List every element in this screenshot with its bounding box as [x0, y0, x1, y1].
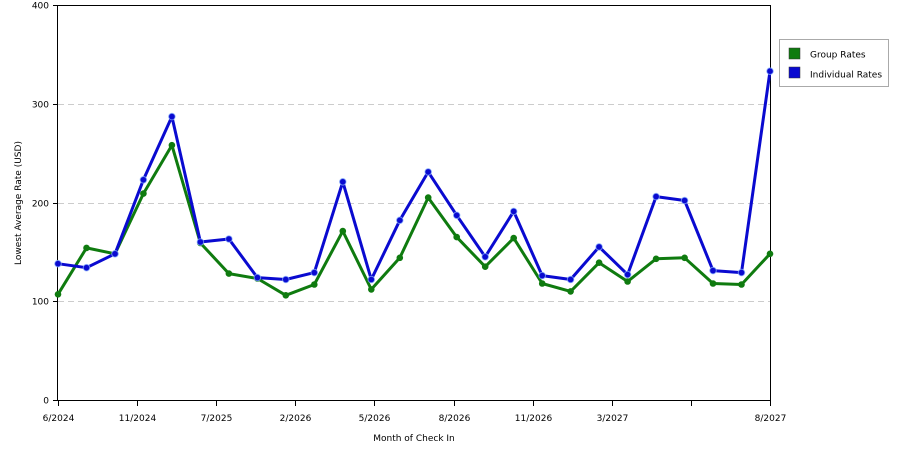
- data-point-individual-rates: [680, 196, 689, 205]
- data-point-group-rates: [424, 194, 432, 201]
- y-tick-label: 300: [32, 101, 49, 111]
- legend: Group Rates Individual Rates: [779, 39, 889, 87]
- y-tick-label: 200: [32, 200, 49, 210]
- data-point-individual-rates: [509, 207, 518, 216]
- legend-label-individual-rates: Individual Rates: [810, 71, 882, 81]
- data-point-group-rates: [453, 233, 461, 241]
- data-point-group-rates: [225, 270, 233, 277]
- data-point-group-rates: [538, 280, 546, 287]
- data-point-group-rates: [681, 254, 688, 262]
- x-tick-label: 3/2027: [597, 414, 629, 424]
- data-point-group-rates: [83, 244, 90, 252]
- data-point-individual-rates: [282, 275, 290, 284]
- data-point-individual-rates: [538, 271, 547, 280]
- y-tick-label: 0: [43, 397, 49, 407]
- series-lines: [56, 70, 772, 297]
- data-point-individual-rates: [111, 250, 119, 258]
- data-point-individual-rates: [623, 270, 632, 279]
- data-point-group-rates: [396, 254, 404, 262]
- x-tick-label: 6/2024: [43, 414, 75, 424]
- y-tick-label: 100: [32, 298, 49, 308]
- data-point-group-rates: [738, 281, 745, 288]
- data-point-individual-rates: [481, 252, 490, 261]
- data-point-individual-rates: [737, 268, 746, 277]
- x-tick-label: 2/2026: [280, 414, 312, 424]
- data-point-individual-rates: [452, 211, 461, 220]
- series-line-individual-rates: [57, 70, 772, 281]
- data-point-group-rates: [339, 227, 347, 235]
- data-point-group-rates: [652, 255, 660, 263]
- y-axis-title: Lowest Average Rate (USD): [14, 141, 24, 265]
- data-point-group-rates: [168, 141, 176, 149]
- data-point-group-rates: [567, 288, 574, 295]
- data-point-group-rates: [368, 286, 375, 293]
- data-point-individual-rates: [82, 263, 91, 272]
- legend-box: [779, 39, 889, 87]
- data-point-group-rates: [311, 281, 318, 288]
- x-tick-label: 11/2026: [515, 414, 553, 424]
- data-point-group-rates: [595, 259, 603, 267]
- data-point-group-rates: [766, 250, 774, 258]
- data-point-individual-rates: [652, 192, 660, 201]
- x-tick-label: 8/2026: [439, 414, 471, 424]
- data-point-group-rates: [510, 234, 517, 242]
- data-point-individual-rates: [139, 176, 148, 184]
- data-point-individual-rates: [766, 67, 774, 75]
- data-point-individual-rates: [54, 259, 62, 268]
- gridlines: [58, 104, 770, 302]
- data-point-group-rates: [624, 278, 631, 285]
- data-point-individual-rates: [709, 266, 717, 275]
- series-line-group-rates: [56, 143, 772, 297]
- series-points: [54, 67, 774, 299]
- y-tick-label: 400: [32, 2, 49, 12]
- data-point-group-rates: [140, 190, 147, 197]
- x-tick-label: 8/2027: [755, 414, 787, 424]
- data-point-individual-rates: [595, 243, 603, 251]
- data-point-individual-rates: [196, 238, 205, 246]
- y-axis: 0 100 200 300 400: [32, 2, 58, 407]
- data-point-group-rates: [709, 280, 717, 287]
- data-point-individual-rates: [253, 273, 262, 282]
- data-point-group-rates: [282, 292, 290, 299]
- x-tick-label: 5/2026: [359, 414, 391, 424]
- legend-label-group-rates: Group Rates: [810, 51, 866, 61]
- data-point-group-rates: [54, 291, 62, 298]
- data-point-individual-rates: [168, 112, 176, 121]
- x-axis: 6/2024 11/2024 7/2025 2/2026 5/2026 8/2026 11/…: [43, 400, 787, 424]
- x-tick-label: 11/2024: [119, 414, 157, 424]
- data-point-individual-rates: [225, 235, 233, 243]
- data-point-group-rates: [481, 263, 489, 271]
- x-tick-label: 7/2025: [201, 414, 233, 424]
- data-point-individual-rates: [367, 275, 376, 284]
- data-point-individual-rates: [339, 178, 347, 186]
- data-point-individual-rates: [566, 275, 575, 284]
- data-point-individual-rates: [396, 216, 404, 225]
- data-point-individual-rates: [424, 168, 433, 176]
- legend-swatch-group-rates: [788, 47, 801, 60]
- legend-swatch-individual-rates: [788, 66, 801, 79]
- data-point-individual-rates: [310, 268, 319, 277]
- x-axis-title: Month of Check In: [373, 434, 455, 444]
